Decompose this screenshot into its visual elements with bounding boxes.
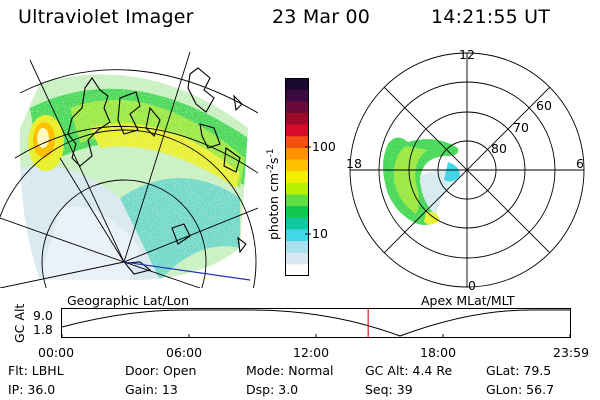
colorbar-segment (285, 206, 309, 219)
date-label: 23 Mar 00 (272, 6, 371, 28)
polar-aurora-emission (383, 137, 460, 225)
coastline-outlines (67, 67, 247, 275)
colorbar-unit-s: s (266, 157, 282, 165)
terminator-line (123, 261, 251, 281)
mlt-label-18: 18 (346, 156, 362, 171)
colorbar-segment (285, 112, 309, 126)
colorbar-unit-label: photon cm-2s-1 (264, 149, 281, 240)
x-tick-0000: 00:00 (38, 345, 75, 360)
dsp-info: Dsp: 3.0 (246, 382, 299, 397)
x-tick-2359: 23:59 (553, 345, 590, 360)
colorbar-segment (285, 89, 309, 102)
x-tick-1800: 18:00 (420, 345, 457, 360)
apex-polar-plot: 12 0 18 6 60 70 80 (346, 47, 585, 293)
filter-info: Flt: LBHL (8, 363, 64, 378)
time-label: 14:21:55 UT (431, 6, 551, 28)
colorbar-unit-exp2: -1 (266, 148, 276, 158)
x-tick-0600: 06:00 (166, 345, 203, 360)
ip-info: IP: 36.0 (8, 382, 56, 397)
glon-info: GLon: 56.7 (486, 382, 555, 397)
colorbar-segment (285, 101, 309, 114)
gain-info: Gain: 13 (125, 382, 178, 397)
glat-info: GLat: 79.5 (486, 363, 552, 378)
gc-alt-axis-label: GC Alt (12, 303, 27, 343)
colorbar-tick-10: 10 (312, 226, 328, 241)
colorbar (285, 78, 309, 276)
mlt-label-12: 12 (459, 47, 475, 62)
door-info: Door: Open (125, 363, 197, 378)
mlt-label-0: 0 (468, 278, 476, 293)
colorbar-tick-100: 100 (312, 139, 336, 154)
colorbar-segment (285, 241, 309, 254)
colorbar-scale (285, 78, 309, 276)
apex-label: Apex MLat/MLT (421, 293, 515, 308)
colorbar-segment (285, 229, 309, 242)
lat-lon-grid (0, 51, 258, 288)
bright-spot (28, 115, 64, 171)
lat-label-80: 80 (491, 141, 507, 156)
colorbar-segment (285, 182, 309, 196)
lat-label-60: 60 (536, 98, 552, 113)
x-tick-1200: 12:00 (293, 345, 330, 360)
geographic-aurora-image (0, 51, 258, 288)
orbit-timeline (61, 308, 571, 338)
colorbar-segment (285, 147, 309, 161)
colorbar-segment (285, 171, 309, 184)
gc-alt-info: GC Alt: 4.4 Re (365, 363, 453, 378)
polar-grid (349, 52, 585, 288)
lat-label-70: 70 (513, 120, 529, 135)
colorbar-segment (285, 217, 309, 231)
mode-info: Mode: Normal (246, 363, 334, 378)
geographic-label: Geographic Lat/Lon (67, 293, 189, 308)
instrument-title: Ultraviolet Imager (18, 6, 194, 28)
colorbar-tick-marks (305, 146, 311, 235)
colorbar-segment (285, 78, 309, 91)
altitude-curve (61, 309, 570, 337)
colorbar-segment (285, 136, 309, 149)
colorbar-segment (285, 264, 309, 276)
colorbar-unit-text: photon cm (266, 173, 282, 240)
timeline-ticks (61, 334, 571, 338)
colorbar-segment (285, 159, 309, 172)
y-tick-1-8: 1.8 (33, 322, 53, 337)
aurora-emission-region (19, 74, 249, 280)
colorbar-segment (285, 252, 309, 265)
colorbar-segment (285, 194, 309, 207)
seq-info: Seq: 39 (365, 382, 413, 397)
mlt-label-6: 6 (576, 156, 584, 171)
colorbar-unit-exp1: -2 (266, 164, 276, 173)
y-tick-9: 9.0 (33, 308, 53, 323)
colorbar-segment (285, 124, 309, 137)
